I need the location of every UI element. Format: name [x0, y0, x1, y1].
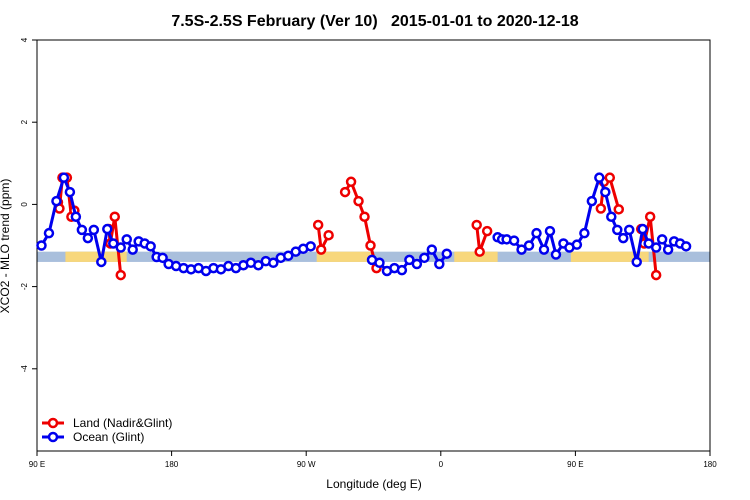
data-point-ocean: [374, 257, 385, 269]
data-point-ocean: [441, 248, 453, 259]
data-point-ocean: [82, 232, 94, 244]
data-point-ocean: [88, 224, 100, 236]
data-point-land: [109, 211, 121, 222]
y-axis-label: XCO2 - MLO trend (ppm): [0, 179, 12, 314]
band-land: [316, 251, 374, 262]
x-tick-label: 180: [703, 460, 717, 469]
series-land: [52, 172, 662, 281]
x-axis-label: Longitude (deg E): [326, 477, 421, 491]
chart-title: 7.5S-2.5S February (Ver 10) 2015-01-01 t…: [171, 13, 578, 30]
series-ocean: [36, 172, 692, 277]
data-point-ocean: [516, 244, 527, 255]
legend: Land (Nadir&Glint) Ocean (Glint): [42, 416, 172, 444]
data-point-ocean: [36, 240, 47, 251]
data-point-land: [481, 225, 493, 237]
data-point-land: [650, 269, 662, 281]
data-point-land: [345, 176, 357, 188]
data-point-ocean: [643, 238, 654, 249]
data-point-ocean: [650, 242, 662, 253]
axes: 90 E 180 90 W 0 90 E 180 -4 -2 0 2 4: [20, 37, 717, 469]
data-point-ocean: [108, 238, 119, 249]
x-tick-label: 90 E: [29, 460, 45, 469]
y-tick-label: 4: [20, 37, 29, 42]
data-point-ocean: [623, 224, 635, 236]
legend-label-land: Land (Nadir&Glint): [73, 416, 172, 430]
data-point-ocean: [612, 224, 623, 236]
y-tick-label: -4: [20, 365, 29, 373]
data-point-land: [115, 269, 127, 281]
data-point-ocean: [544, 225, 556, 237]
data-point-land: [365, 240, 376, 251]
data-point-land: [323, 229, 334, 241]
data-point-ocean: [586, 195, 598, 207]
data-point-ocean: [404, 254, 415, 266]
data-point-ocean: [70, 211, 82, 222]
data-point-ocean: [680, 241, 692, 252]
data-point-ocean: [606, 211, 617, 222]
data-point-ocean: [434, 258, 445, 270]
band-land: [570, 251, 649, 262]
data-point-ocean: [571, 239, 583, 250]
data-point-land: [339, 186, 351, 198]
y-tick-label: -2: [20, 282, 29, 290]
data-point-land: [604, 172, 616, 183]
data-point-land: [359, 211, 370, 222]
legend-marker-ocean: [47, 431, 59, 443]
legend-label-ocean: Ocean (Glint): [73, 430, 144, 444]
data-point-ocean: [145, 241, 156, 252]
data-point-ocean: [121, 234, 132, 245]
data-point-ocean: [96, 256, 107, 268]
data-point-ocean: [51, 195, 62, 207]
data-point-ocean: [58, 172, 70, 183]
band-land: [454, 251, 498, 262]
data-point-ocean: [618, 232, 629, 244]
data-point-ocean: [523, 240, 535, 251]
data-point-ocean: [102, 223, 113, 235]
x-tick-label: 90 W: [297, 460, 316, 469]
data-point-ocean: [550, 249, 562, 260]
data-point-ocean: [656, 234, 668, 245]
data-point-ocean: [600, 186, 611, 198]
data-point-land: [474, 246, 485, 257]
data-point-ocean: [426, 244, 438, 255]
data-point-ocean: [127, 244, 138, 255]
series-layer: [36, 172, 692, 281]
data-point-ocean: [579, 227, 590, 239]
data-point-ocean: [115, 242, 127, 253]
y-tick-label: 0: [20, 202, 29, 207]
data-point-land: [613, 204, 625, 215]
data-point-land: [312, 219, 324, 231]
data-point-ocean: [157, 252, 168, 264]
data-point-ocean: [411, 258, 423, 270]
data-point-ocean: [662, 244, 674, 255]
x-tick-label: 0: [439, 460, 444, 469]
data-point-ocean: [508, 235, 520, 246]
y-tick-label: 2: [20, 119, 29, 124]
data-point-land: [595, 203, 607, 214]
band-land: [65, 251, 127, 262]
data-point-ocean: [396, 264, 408, 276]
data-point-ocean: [253, 259, 264, 271]
data-point-ocean: [637, 223, 648, 235]
data-point-land: [644, 211, 656, 222]
data-point-ocean: [531, 227, 542, 239]
data-point-land: [471, 219, 482, 231]
data-point-ocean: [419, 252, 430, 264]
data-point-ocean: [538, 244, 550, 255]
x-tick-label: 180: [165, 460, 179, 469]
data-point-ocean: [64, 186, 76, 198]
x-tick-label: 90 E: [567, 460, 583, 469]
data-point-land: [315, 244, 327, 255]
data-point-ocean: [268, 257, 279, 269]
data-point-ocean: [43, 227, 55, 239]
data-point-land: [353, 195, 364, 207]
data-point-ocean: [283, 250, 294, 262]
data-point-ocean: [631, 256, 642, 268]
legend-marker-land: [47, 417, 59, 429]
data-point-ocean: [594, 172, 605, 183]
data-point-ocean: [76, 224, 88, 236]
data-point-ocean: [305, 241, 316, 252]
